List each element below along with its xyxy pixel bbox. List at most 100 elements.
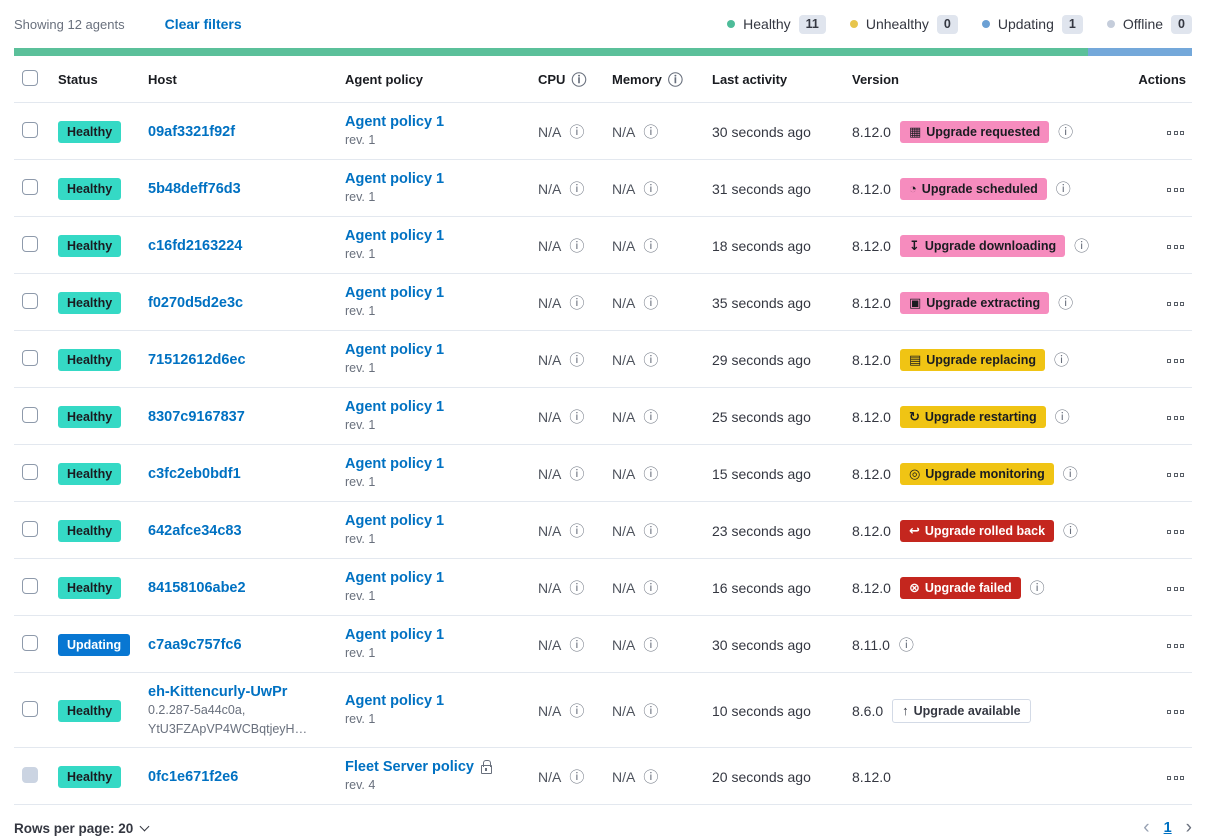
row-actions-button[interactable] — [1165, 353, 1186, 369]
row-actions-button[interactable] — [1165, 581, 1186, 597]
cpu-info-icon[interactable]: ⓘ — [569, 767, 585, 786]
memory-info-icon[interactable]: ⓘ — [643, 701, 659, 720]
policy-revision: rev. 1 — [345, 304, 376, 318]
upgrade-status-badge[interactable]: ↑ Upgrade available — [892, 698, 1031, 723]
upgrade-info-icon[interactable]: ⓘ — [898, 635, 914, 654]
policy-link[interactable]: Agent policy 1 — [345, 693, 445, 709]
upgrade-info-icon[interactable]: ⓘ — [1063, 521, 1079, 540]
row-checkbox[interactable] — [22, 701, 38, 717]
host-link[interactable]: c3fc2eb0bdf1 — [148, 466, 241, 482]
row-actions-button[interactable] — [1165, 296, 1186, 312]
pagination-prev-icon[interactable]: ‹ — [1143, 817, 1150, 838]
host-link[interactable]: 09af3321f92f — [148, 124, 236, 140]
upgrade-status-badge[interactable]: ◔ Upgrade scheduled — [899, 177, 1047, 200]
host-link[interactable]: 5b48deff76d3 — [148, 181, 241, 197]
upgrade-info-icon[interactable]: ⓘ — [1062, 464, 1078, 483]
host-link[interactable]: c7aa9c757fc6 — [148, 637, 242, 653]
host-link[interactable]: 71512612d6ec — [148, 352, 246, 368]
memory-info-icon[interactable]: ⓘ — [643, 122, 659, 141]
row-checkbox[interactable] — [22, 635, 38, 651]
row-actions-button[interactable] — [1165, 467, 1186, 483]
policy-link[interactable]: Agent policy 1 — [345, 570, 445, 586]
rows-per-page-button[interactable]: Rows per page: 20 — [14, 821, 150, 836]
memory-info-icon[interactable]: ⓘ — [643, 464, 659, 483]
memory-info-icon[interactable]: ⓘ — [643, 350, 659, 369]
policy-link[interactable]: Agent policy 1 — [345, 171, 445, 187]
memory-info-icon[interactable]: ⓘ — [643, 578, 659, 597]
memory-header-info-icon[interactable]: ⓘ — [667, 70, 683, 89]
cpu-info-icon[interactable]: ⓘ — [569, 407, 585, 426]
policy-link[interactable]: Agent policy 1 — [345, 513, 445, 529]
cpu-info-icon[interactable]: ⓘ — [569, 236, 585, 255]
row-actions-button[interactable] — [1165, 704, 1186, 720]
upgrade-info-icon[interactable]: ⓘ — [1055, 179, 1071, 198]
cpu-info-icon[interactable]: ⓘ — [569, 464, 585, 483]
cpu-info-icon[interactable]: ⓘ — [569, 635, 585, 654]
policy-link[interactable]: Agent policy 1 — [345, 627, 445, 643]
pagination-next-icon[interactable]: › — [1185, 817, 1192, 838]
upgrade-status-badge[interactable]: ⊗ Upgrade failed — [899, 576, 1021, 599]
policy-link[interactable]: Agent policy 1 — [345, 342, 445, 358]
upgrade-status-badge[interactable]: ↩ Upgrade rolled back — [899, 519, 1055, 542]
row-checkbox[interactable] — [22, 179, 38, 195]
cpu-header-info-icon[interactable]: ⓘ — [571, 70, 587, 89]
upgrade-status-badge[interactable]: ◎ Upgrade monitoring — [899, 462, 1054, 485]
row-actions-button[interactable] — [1165, 770, 1186, 786]
memory-info-icon[interactable]: ⓘ — [643, 179, 659, 198]
policy-link[interactable]: Agent policy 1 — [345, 399, 445, 415]
row-checkbox[interactable] — [22, 407, 38, 423]
host-link[interactable]: 84158106abe2 — [148, 580, 246, 596]
upgrade-status-badge[interactable]: ▤ Upgrade replacing — [899, 348, 1045, 371]
row-checkbox[interactable] — [22, 236, 38, 252]
cpu-info-icon[interactable]: ⓘ — [569, 179, 585, 198]
memory-info-icon[interactable]: ⓘ — [643, 767, 659, 786]
select-all-checkbox[interactable] — [22, 70, 38, 86]
upgrade-info-icon[interactable]: ⓘ — [1058, 293, 1074, 312]
cpu-info-icon[interactable]: ⓘ — [569, 293, 585, 312]
cpu-info-icon[interactable]: ⓘ — [569, 701, 585, 720]
host-link[interactable]: 642afce34c83 — [148, 523, 242, 539]
host-link[interactable]: c16fd2163224 — [148, 238, 243, 254]
policy-link[interactable]: Agent policy 1 — [345, 114, 445, 130]
row-actions-button[interactable] — [1165, 239, 1186, 255]
clear-filters-link[interactable]: Clear filters — [164, 16, 242, 32]
host-link[interactable]: 0fc1e671f2e6 — [148, 769, 239, 785]
upgrade-info-icon[interactable]: ⓘ — [1074, 236, 1090, 255]
upgrade-status-badge[interactable]: ↻ Upgrade restarting — [899, 405, 1046, 428]
upgrade-info-icon[interactable]: ⓘ — [1053, 350, 1069, 369]
policy-link[interactable]: Fleet Server policy — [345, 759, 474, 775]
row-actions-button[interactable] — [1165, 524, 1186, 540]
policy-link[interactable]: Agent policy 1 — [345, 285, 445, 301]
row-checkbox[interactable] — [22, 122, 38, 138]
host-link[interactable]: 8307c9167837 — [148, 409, 245, 425]
host-link[interactable]: eh-Kittencurly-UwPr — [148, 684, 288, 700]
memory-info-icon[interactable]: ⓘ — [643, 293, 659, 312]
upgrade-info-icon[interactable]: ⓘ — [1058, 122, 1074, 141]
row-checkbox[interactable] — [22, 350, 38, 366]
row-checkbox[interactable] — [22, 521, 38, 537]
row-actions-button[interactable] — [1165, 125, 1186, 141]
upgrade-info-icon[interactable]: ⓘ — [1029, 578, 1045, 597]
cpu-info-icon[interactable]: ⓘ — [569, 350, 585, 369]
row-actions-button[interactable] — [1165, 410, 1186, 426]
cpu-info-icon[interactable]: ⓘ — [569, 578, 585, 597]
policy-link[interactable]: Agent policy 1 — [345, 228, 445, 244]
cpu-info-icon[interactable]: ⓘ — [569, 122, 585, 141]
memory-info-icon[interactable]: ⓘ — [643, 521, 659, 540]
upgrade-status-badge[interactable]: ▣ Upgrade extracting — [899, 291, 1050, 314]
row-checkbox[interactable] — [22, 464, 38, 480]
upgrade-status-badge[interactable]: ▦ Upgrade requested — [899, 120, 1050, 143]
host-link[interactable]: f0270d5d2e3c — [148, 295, 244, 311]
policy-link[interactable]: Agent policy 1 — [345, 456, 445, 472]
upgrade-status-badge[interactable]: ↧ Upgrade downloading — [899, 234, 1066, 257]
row-checkbox[interactable] — [22, 578, 38, 594]
memory-info-icon[interactable]: ⓘ — [643, 635, 659, 654]
row-actions-button[interactable] — [1165, 182, 1186, 198]
cpu-info-icon[interactable]: ⓘ — [569, 521, 585, 540]
pagination-page-1[interactable]: 1 — [1163, 820, 1172, 836]
memory-info-icon[interactable]: ⓘ — [643, 407, 659, 426]
memory-info-icon[interactable]: ⓘ — [643, 236, 659, 255]
row-actions-button[interactable] — [1165, 638, 1186, 654]
upgrade-info-icon[interactable]: ⓘ — [1054, 407, 1070, 426]
row-checkbox[interactable] — [22, 293, 38, 309]
